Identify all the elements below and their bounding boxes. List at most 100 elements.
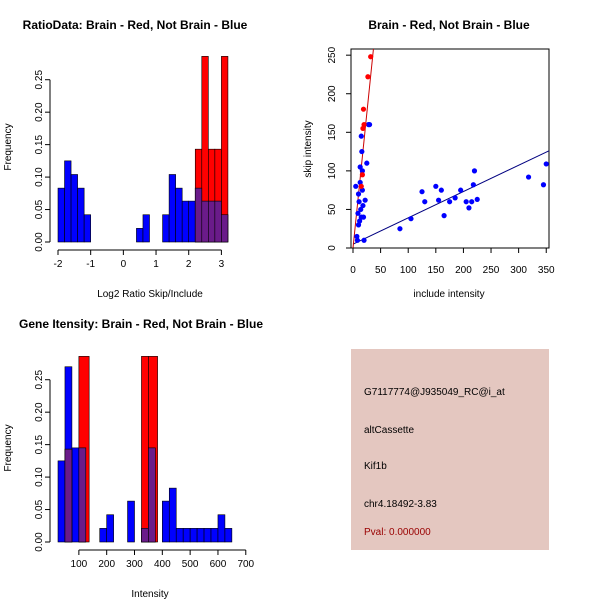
ratio-axes: 0.00 0.05 0.10 0.15 0.20 0.25 -2 -1 0 1 2 3: [34, 70, 225, 270]
scatter-point-brain: [361, 121, 367, 128]
scatter-x-tick-label: 100: [400, 265, 417, 276]
scatter-point-brain: [358, 183, 364, 189]
intensity-bar-brain: [141, 356, 149, 543]
ratio-x-tick-label: -1: [86, 259, 95, 270]
scatter-point-not-brain: [354, 233, 360, 240]
scatter-point-not-brain: [359, 148, 365, 155]
scatter-x-tick-label: 300: [510, 265, 527, 276]
ratio-bar-not-brain: [168, 174, 176, 243]
intensity-bar-not-brain: [203, 528, 212, 543]
ratio-x-tick-label: 3: [219, 259, 225, 270]
intensity-bar-not-brain: [224, 528, 233, 543]
ratio-y-tick-label: 0.25: [34, 70, 45, 90]
intensity-bar-not-brain: [210, 528, 219, 543]
ratio-y-tick-label: 0.10: [34, 167, 45, 187]
intensity-bar-not-brain: [71, 447, 80, 543]
ratio-bar-not-brain: [57, 187, 65, 243]
ratio-bar-not-brain: [70, 174, 78, 243]
ratio-y-tick-label: 0.15: [34, 134, 45, 154]
scatter-point-not-brain: [364, 160, 370, 166]
scatter-points: [353, 54, 549, 243]
intensity-x-tick-label: 200: [98, 559, 115, 570]
scatter-point-not-brain: [441, 213, 447, 219]
ratio-x-tick-label: 0: [121, 259, 127, 270]
ratio-x-axis-label: Log2 Ratio Skip/Include: [97, 289, 203, 300]
ratio-bar-not-brain: [77, 187, 85, 243]
intensity-bar-not-brain: [57, 460, 66, 543]
scatter-y-tick-label: 200: [327, 85, 338, 102]
ratio-histogram-bars: [57, 56, 229, 243]
scatter-point-not-brain: [360, 202, 366, 209]
scatter-chart-title: Brain - Red, Not Brain - Blue: [368, 18, 530, 32]
scatter-x-tick-label: 250: [483, 265, 500, 276]
scatter-point-brain: [360, 106, 367, 112]
intensity-chart-title: Gene Itensity: Brain - Red, Not Brain - …: [19, 317, 263, 331]
scatter-point-not-brain: [360, 214, 367, 220]
scatter-point-not-brain: [463, 199, 469, 205]
ratio-bar-not-brain: [83, 214, 91, 243]
scatter-point-not-brain: [422, 199, 428, 205]
scatter-point-not-brain: [358, 133, 364, 139]
scatter-point-not-brain: [469, 199, 475, 205]
scatter-point-not-brain: [361, 237, 367, 243]
scatter-point-not-brain: [447, 199, 453, 205]
scatter-point-not-brain: [355, 191, 362, 197]
intensity-bar-not-brain: [127, 500, 135, 543]
scatter-point-not-brain: [458, 187, 464, 193]
ratio-bar-not-brain: [142, 214, 150, 243]
scatter-point-brain: [368, 54, 374, 60]
ratio-bar-not-brain: [136, 228, 144, 243]
ratio-y-tick-label: 0.05: [34, 199, 45, 219]
gene-name: Kif1b: [364, 461, 387, 472]
scatter-point-not-brain: [470, 182, 476, 188]
ratio-bar-not-brain: [181, 200, 190, 243]
scatter-point-not-brain: [435, 197, 442, 203]
p-value: Pval: 0.000000: [364, 527, 431, 538]
scatter-x-axis-label: include intensity: [413, 289, 484, 300]
scatter-x-tick-label: 200: [455, 265, 472, 276]
scatter-y-axis-label: skip intensity: [303, 120, 314, 177]
intensity-bar-not-brain: [99, 528, 107, 543]
scatter-point-not-brain: [452, 195, 458, 201]
ratio-x-tick-label: -2: [54, 259, 63, 270]
scatter-point-brain: [359, 172, 365, 178]
intensity-x-tick-label: 600: [210, 559, 227, 570]
genomic-location: chr4.18492-3.83: [364, 499, 437, 510]
scatter-fit-line-not-brain: [352, 150, 550, 245]
scatter-point-not-brain: [540, 182, 547, 188]
scatter-point-not-brain: [438, 187, 444, 193]
scatter-y-tick-label: 50: [327, 203, 338, 215]
scatter-point-not-brain: [419, 189, 425, 195]
scatter-x-tick-label: 350: [538, 265, 555, 276]
scatter-point-not-brain: [433, 183, 439, 189]
scatter-y-tick-label: 150: [327, 124, 338, 141]
scatter-y-tick-label: 0: [327, 245, 338, 251]
intensity-y-tick-label: 0.20: [34, 402, 45, 422]
ratio-bar-not-brain: [175, 187, 183, 243]
ratio-bar-brain: [221, 56, 229, 243]
ratio-x-tick-label: 2: [186, 259, 192, 270]
scatter-y-tick-label: 250: [327, 46, 338, 63]
scatter-point-not-brain: [366, 121, 373, 128]
intensity-x-tick-label: 300: [126, 559, 143, 570]
probe-id: G7117774@J935049_RC@i_at: [364, 387, 505, 398]
intensity-y-tick-label: 0.10: [34, 467, 45, 487]
intensity-bar-not-brain: [196, 528, 205, 543]
scatter-x-tick-label: 150: [427, 265, 444, 276]
ratio-bar-not-brain: [64, 160, 72, 243]
scatter-fit-lines: [352, 48, 550, 249]
scatter-x-tick-label: 0: [350, 265, 356, 276]
scatter-point-not-brain: [358, 206, 364, 213]
ratio-y-tick-label: 0.20: [34, 102, 45, 122]
scatter-point-not-brain: [353, 183, 359, 189]
ratio-chart-title: RatioData: Brain - Red, Not Brain - Blue: [23, 18, 248, 32]
intensity-bar-not-brain: [182, 528, 191, 543]
scatter-point-not-brain: [355, 210, 361, 216]
scatter-point-not-brain: [354, 237, 361, 243]
intensity-axes: 0.00 0.05 0.10 0.15 0.20 0.25 100 200 300 400 500 6…: [34, 370, 255, 570]
scatter-point-not-brain: [408, 216, 414, 222]
intensity-y-axis-label: Frequency: [3, 424, 14, 471]
intensity-y-tick-label: 0.00: [34, 532, 45, 552]
ratio-y-axis-label: Frequency: [3, 123, 14, 170]
